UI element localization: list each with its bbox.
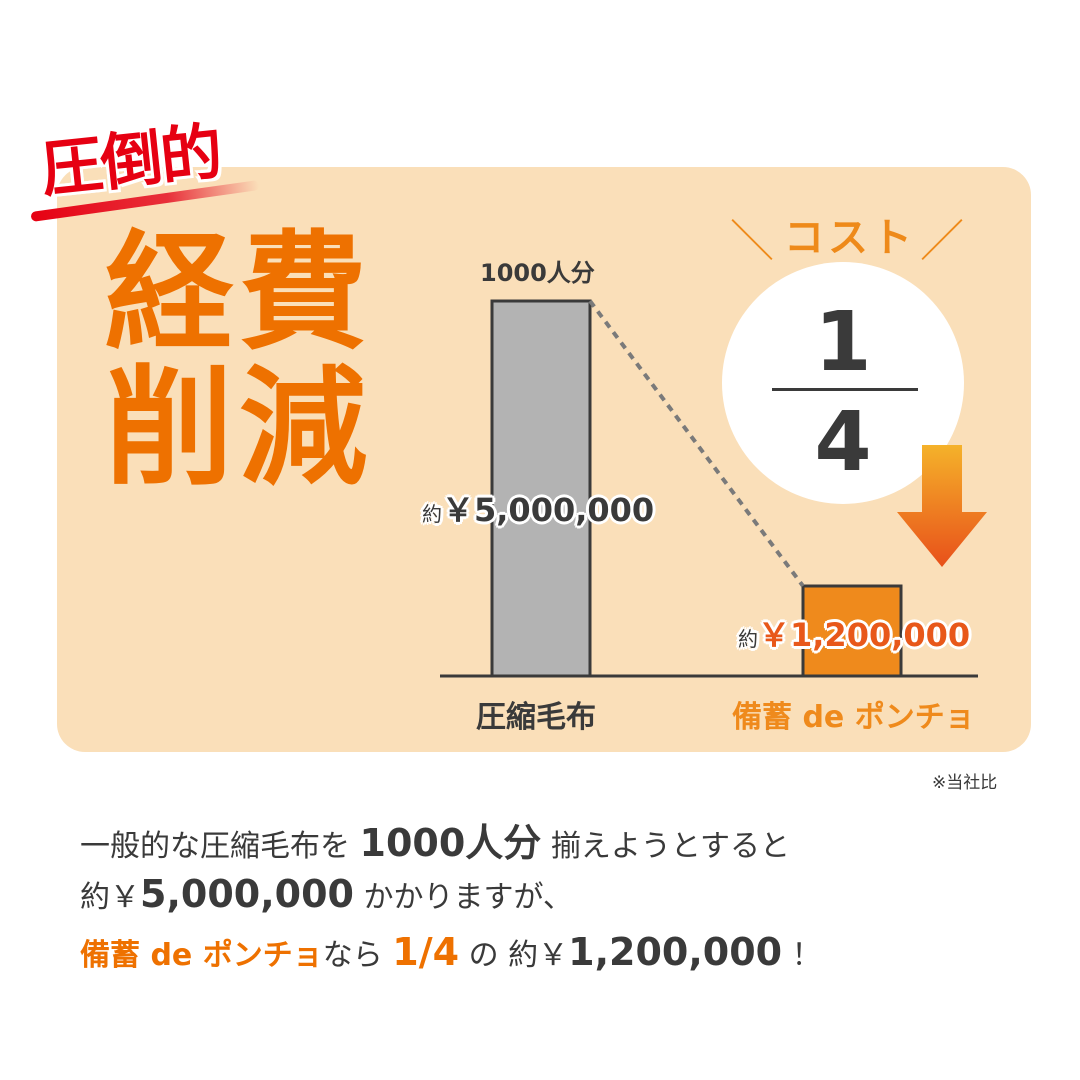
bar-top-label: 1000人分 (480, 259, 595, 287)
desc-text: 揃えようとすると (550, 829, 790, 864)
desc-text: の 約￥ (468, 938, 569, 973)
fraction-denominator: 4 (814, 395, 872, 490)
desc-emph: 1/4 (392, 930, 460, 974)
value-text: ￥5,000,000 (442, 491, 655, 529)
value-label-1: 約￥5,000,000 (422, 485, 654, 531)
desc-text: ！ (791, 938, 822, 973)
bar-1 (490, 299, 592, 678)
fraction-line (772, 388, 918, 391)
slash-left: ＼ (730, 216, 774, 267)
desc-emph: 5,000,000 (140, 872, 354, 916)
desc-emph: 1000人分 (359, 821, 542, 865)
headline-line2: 削減 (105, 354, 374, 503)
value-label-2: 約￥1,200,000 (738, 610, 970, 656)
value-prefix: 約 (738, 627, 758, 651)
description-line2: 約￥5,000,000 かかりますが、 (80, 872, 573, 916)
desc-emph: 1,200,000 (568, 930, 783, 974)
category-label-1: 圧縮毛布 (476, 700, 596, 735)
description-line3: 備蓄 de ポンチョなら 1/4 の 約￥1,200,000 ！ (80, 930, 822, 974)
desc-text: 約￥ (80, 880, 140, 915)
description-line1: 一般的な圧縮毛布を 1000人分 揃えようとすると (80, 812, 790, 867)
desc-text: かかりますが、 (363, 880, 573, 915)
category-label-2: 備蓄 de ポンチョ (732, 700, 975, 735)
headline-line1: 経費 (105, 219, 374, 368)
value-prefix: 約 (422, 502, 442, 526)
footnote: ※当社比 (932, 773, 998, 793)
slash-right: ／ (920, 216, 964, 267)
desc-text: なら (322, 938, 383, 973)
product-name: 備蓄 de ポンチョ (80, 938, 323, 973)
fraction-numerator: 1 (814, 295, 872, 390)
cost-label: コスト (784, 215, 916, 261)
value-text: ￥1,200,000 (758, 616, 971, 654)
down-arrow-icon (897, 445, 987, 567)
desc-text: 一般的な圧縮毛布を (80, 829, 350, 864)
